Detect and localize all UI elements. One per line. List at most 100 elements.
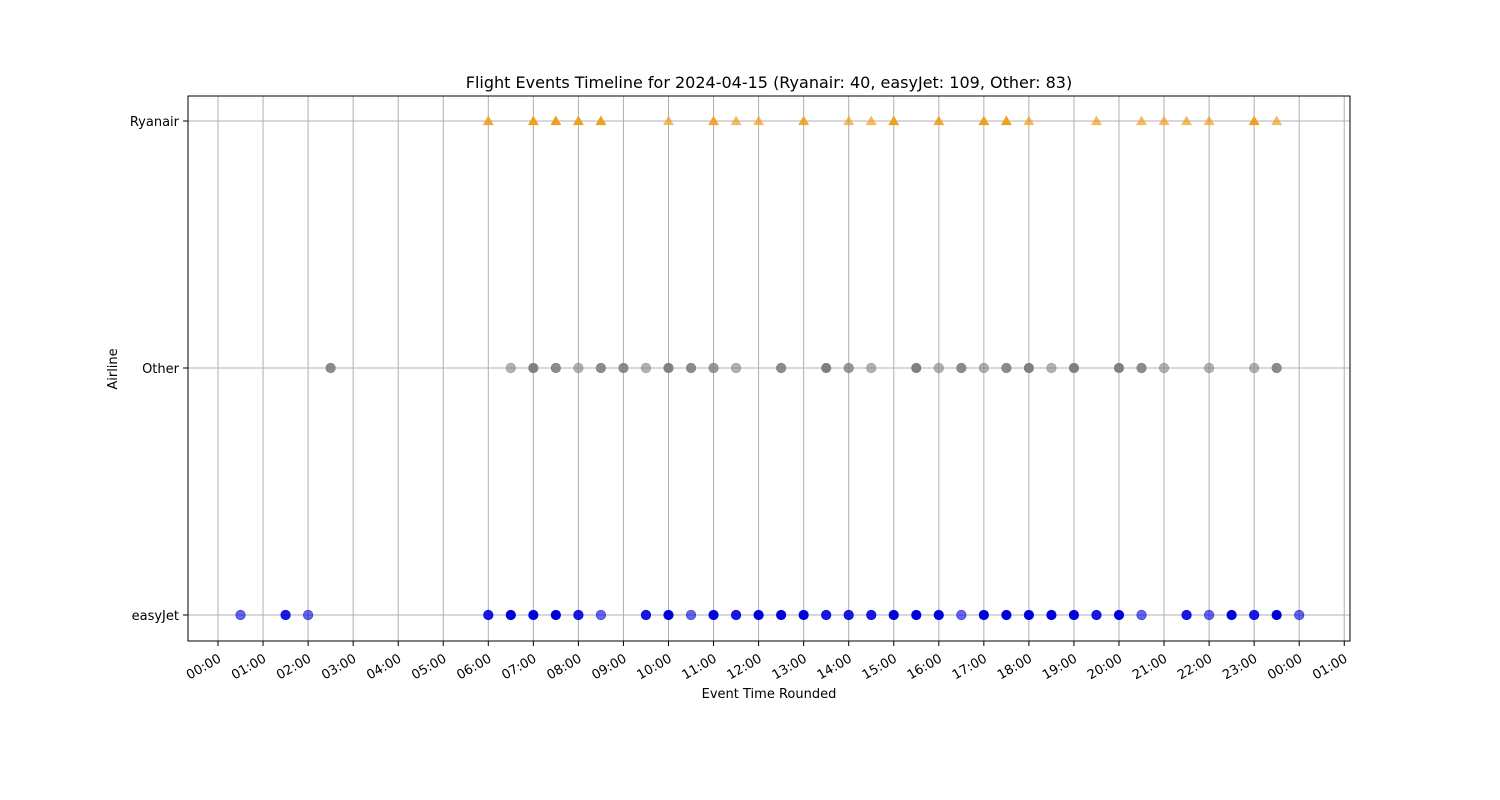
easyjet-point — [1203, 609, 1215, 621]
other-point — [595, 362, 607, 374]
ryanair-point — [730, 115, 742, 126]
y-tick-label: Ryanair — [130, 115, 180, 130]
easyjet-point — [978, 609, 989, 621]
ryanair-point — [1023, 115, 1035, 126]
x-tick-label: 02:00 — [274, 651, 314, 683]
y-tick-label: easyJet — [132, 609, 179, 624]
x-tick-label: 14:00 — [815, 651, 855, 683]
other-point — [866, 362, 877, 374]
other-point — [933, 362, 944, 374]
other-point — [1001, 362, 1012, 374]
x-tick-label: 15:00 — [860, 651, 900, 683]
x-tick-label: 17:00 — [950, 651, 990, 683]
easyjet-point — [821, 609, 832, 621]
easyjet-point — [708, 609, 719, 621]
x-tick-label: 03:00 — [319, 651, 359, 683]
other-point — [911, 362, 922, 374]
ryanair-point — [843, 115, 855, 126]
x-axis-label: Event Time Rounded — [702, 687, 837, 702]
other-point — [708, 362, 719, 374]
easyjet-point — [528, 609, 539, 621]
grid-layer — [188, 96, 1350, 641]
other-point — [685, 362, 697, 374]
x-tick-label: 10:00 — [635, 651, 675, 683]
other-point — [1271, 362, 1282, 374]
other-point — [956, 362, 967, 374]
easyjet-point — [776, 609, 787, 621]
other-point — [505, 362, 516, 374]
points-layer — [235, 115, 1305, 621]
x-tick-label: 21:00 — [1130, 651, 1170, 683]
other-point — [1023, 362, 1034, 374]
other-point — [1203, 362, 1215, 374]
ryanair-point — [933, 115, 945, 126]
easyjet-point — [1001, 609, 1012, 621]
easyjet-point — [956, 609, 967, 621]
x-tick-label: 00:00 — [184, 651, 224, 683]
ryanair-point — [527, 115, 539, 126]
chart-title: Flight Events Timeline for 2024-04-15 (R… — [466, 73, 1072, 92]
other-point — [1136, 362, 1147, 374]
ryanair-point — [1158, 115, 1170, 126]
easyjet-point — [933, 609, 944, 621]
easyjet-point — [663, 609, 674, 621]
ryanair-point — [572, 115, 584, 126]
other-point — [776, 362, 787, 374]
easyjet-point — [1023, 609, 1034, 621]
x-tick-label: 20:00 — [1085, 651, 1125, 683]
x-tick-label: 11:00 — [680, 651, 720, 683]
y-tick-label: Other — [142, 362, 180, 377]
easyjet-point — [1068, 609, 1080, 621]
ryanair-point — [1248, 115, 1260, 126]
other-point — [325, 362, 336, 374]
y-axis-label: Airline — [106, 348, 121, 389]
other-point — [663, 362, 674, 374]
easyjet-point — [550, 609, 561, 621]
easyjet-point — [1271, 609, 1282, 621]
x-tick-label: 04:00 — [364, 651, 404, 683]
easyjet-point — [280, 609, 291, 621]
ticks-layer: 00:00 01:00 02:00 03:00 04:00 05:00 06:00 07:00… — [130, 115, 1350, 683]
easyjet-point — [1091, 609, 1102, 621]
ryanair-point — [1181, 115, 1193, 126]
easyjet-point — [483, 609, 494, 621]
ryanair-point — [1271, 115, 1283, 126]
ryanair-point — [595, 115, 607, 126]
easyjet-point — [1113, 609, 1125, 621]
easyjet-point — [730, 609, 742, 621]
easyjet-point — [753, 609, 764, 621]
other-point — [640, 362, 652, 374]
other-point — [1158, 362, 1170, 374]
ryanair-point — [798, 115, 810, 126]
ryanair-point — [663, 115, 674, 126]
x-tick-label: 05:00 — [409, 651, 449, 683]
other-point — [528, 362, 539, 374]
easyjet-point — [505, 609, 516, 621]
other-point — [1249, 362, 1260, 374]
easyjet-point — [1046, 609, 1057, 621]
easyjet-point — [1294, 609, 1305, 621]
x-tick-label: 09:00 — [590, 651, 630, 683]
other-point — [730, 362, 742, 374]
easyjet-point — [640, 609, 652, 621]
easyjet-point — [685, 609, 697, 621]
ryanair-point — [1090, 115, 1102, 126]
easyjet-point — [866, 609, 877, 621]
easyjet-point — [1226, 609, 1237, 621]
ryanair-point — [888, 115, 900, 126]
easyjet-point — [798, 609, 809, 621]
easyjet-point — [235, 609, 246, 621]
x-tick-label: 22:00 — [1175, 651, 1215, 683]
ryanair-point — [1136, 115, 1148, 126]
ryanair-point — [753, 115, 765, 126]
x-tick-label: 16:00 — [905, 651, 945, 683]
other-point — [1113, 362, 1125, 374]
x-tick-label: 01:00 — [229, 651, 269, 683]
easyjet-point — [1181, 609, 1192, 621]
other-point — [978, 362, 989, 374]
ryanair-point — [708, 115, 720, 126]
other-point — [1046, 362, 1057, 374]
x-tick-label: 01:00 — [1310, 651, 1350, 683]
other-point — [573, 362, 584, 374]
easyjet-point — [595, 609, 607, 621]
